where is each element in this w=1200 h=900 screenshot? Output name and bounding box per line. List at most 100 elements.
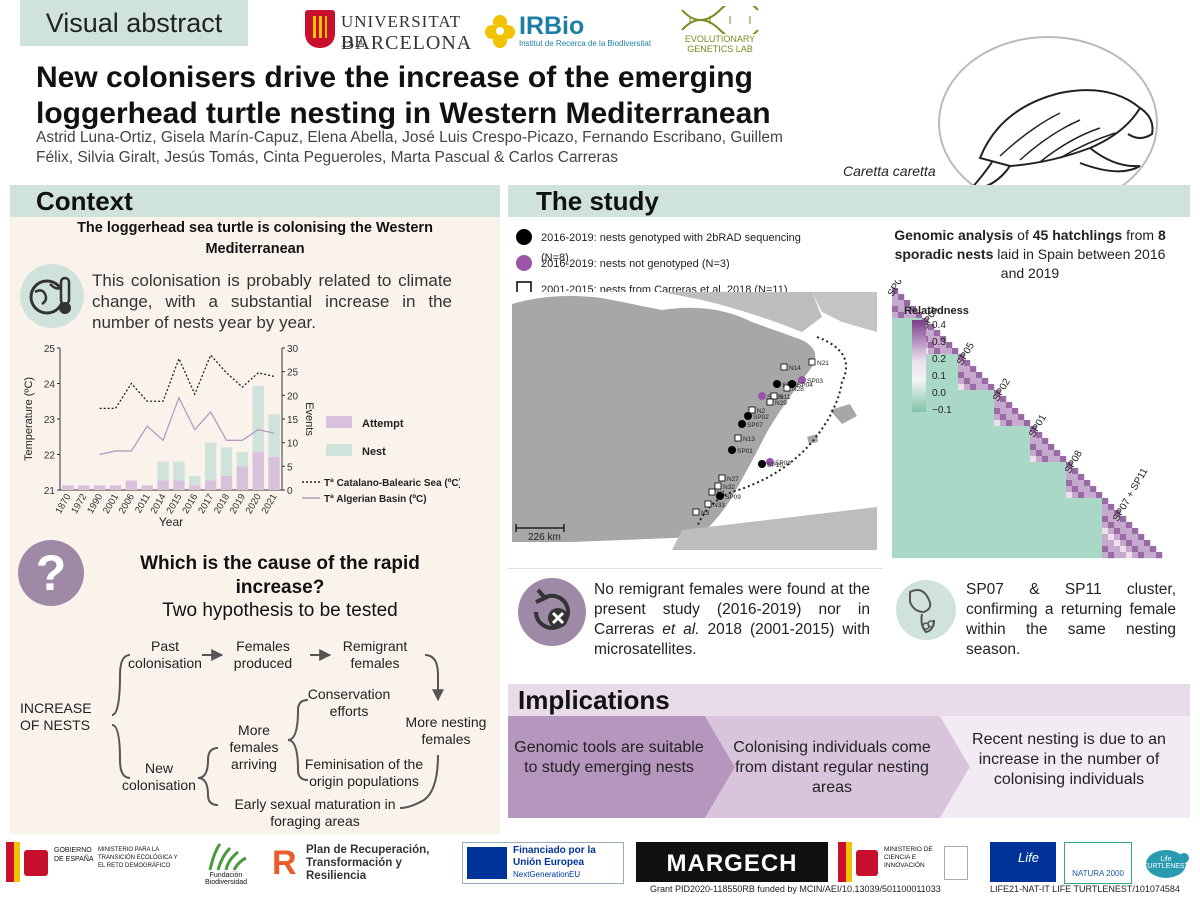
heatmap-cell	[994, 546, 1001, 553]
heatmap-cell	[904, 456, 911, 463]
heatmap-cell	[994, 438, 1001, 445]
heatmap-cell	[994, 420, 1001, 427]
heatmap-cell	[1084, 486, 1091, 493]
heatmap-cell	[1078, 516, 1085, 523]
heatmap-cell	[958, 444, 965, 451]
heatmap-cell	[928, 354, 935, 361]
heatmap-cell	[970, 510, 977, 517]
heatmap-cell	[1018, 540, 1025, 547]
heatmap-cell	[958, 504, 965, 511]
heatmap-cell	[970, 366, 977, 373]
heatmap-cell	[898, 324, 905, 331]
heatmap-cell	[1024, 480, 1031, 487]
life-turtlenest-logo: Life TURTLENEST	[1138, 842, 1194, 882]
heatmap-cell	[898, 498, 905, 505]
question-mark-icon: ?	[18, 540, 84, 606]
heatmap-cell	[958, 546, 965, 553]
heatmap-cell	[898, 384, 905, 391]
heatmap-cell	[940, 348, 947, 355]
heatmap-cell	[1006, 534, 1013, 541]
heatmap-cell	[904, 498, 911, 505]
heatmap-cell	[1018, 444, 1025, 451]
heatmap-cell	[922, 444, 929, 451]
heatmap-cell	[988, 444, 995, 451]
heatmap-cell	[910, 552, 917, 559]
implication-3: Recent nesting is due to an increase in …	[972, 731, 1166, 788]
heatmap-cell	[988, 540, 995, 547]
heatmap-cell	[1018, 456, 1025, 463]
heatmap-cell	[1006, 402, 1013, 409]
heatmap-cell	[1018, 462, 1025, 469]
heatmap-cell	[898, 408, 905, 415]
heatmap-cell	[910, 312, 917, 319]
heatmap-cell	[946, 552, 953, 559]
heatmap-cell	[898, 372, 905, 379]
heatmap-cell	[916, 480, 923, 487]
heatmap-cell	[1012, 480, 1019, 487]
x-tick-label: 2018	[212, 492, 232, 516]
map-marker-label: N29	[775, 400, 787, 407]
heatmap-cell	[1012, 546, 1019, 553]
heatmap-cell	[958, 474, 965, 481]
heatmap-cell	[928, 420, 935, 427]
context-heading: Context	[36, 186, 133, 216]
heatmap-cell	[898, 366, 905, 373]
heatmap-cell	[1042, 450, 1049, 457]
heatmap-cell	[1012, 498, 1019, 505]
ministerio-transicion-text: MINISTERIO PARA LA TRANSICIÓN ECOLÓGICA …	[98, 847, 178, 869]
heatmap-cell	[916, 468, 923, 475]
heatmap-cell	[1048, 516, 1055, 523]
grass-icon	[208, 843, 247, 871]
heatmap-cell	[970, 372, 977, 379]
heatmap-legend-title: Relatedness	[904, 305, 969, 317]
heatmap-cell	[1042, 516, 1049, 523]
heatmap-cell	[1138, 552, 1145, 559]
poster-title: New colonisers drive the increase of the…	[36, 61, 771, 130]
heatmap-cell	[892, 492, 899, 499]
heatmap-cell	[952, 504, 959, 511]
map-marker-square	[780, 363, 788, 371]
flow-increase: INCREASE OF NESTS	[20, 700, 92, 733]
heatmap-cell	[1030, 540, 1037, 547]
heatmap-cell	[1090, 498, 1097, 505]
heatmap-cell	[988, 414, 995, 421]
heatmap-cell	[898, 354, 905, 361]
heatmap-cell	[1042, 540, 1049, 547]
heatmap-cell	[1006, 522, 1013, 529]
genomic-text-bold-3: 8 sporadic nests	[894, 227, 1166, 262]
map-marker-dot	[744, 412, 752, 420]
heatmap-cell	[982, 492, 989, 499]
heatmap-cell	[910, 534, 917, 541]
heatmap-cell	[1006, 498, 1013, 505]
heatmap-cell	[952, 420, 959, 427]
bar-attempt	[109, 485, 122, 490]
heatmap-cell	[940, 516, 947, 523]
heatmap-cell	[898, 546, 905, 553]
turtle-drawing-icon	[967, 89, 1154, 192]
ub-logo-line1: UNIVERSITAT DE	[341, 12, 461, 51]
heatmap-cell	[1084, 546, 1091, 553]
heatmap-cell	[1018, 420, 1025, 427]
heatmap-cell	[1036, 498, 1043, 505]
authors-list: Astrid Luna-Ortiz, Gisela Marín-Capuz, E…	[36, 129, 783, 166]
heatmap-cell	[982, 504, 989, 511]
heatmap-cell	[928, 462, 935, 469]
heatmap-cell	[976, 414, 983, 421]
dna-helix-icon	[681, 6, 759, 34]
heatmap-cell	[1030, 492, 1037, 499]
heatmap-cell	[898, 504, 905, 511]
map-marker-square	[783, 384, 791, 392]
heatmap-cell	[904, 492, 911, 499]
heatmap-cell	[964, 450, 971, 457]
heatmap-cell	[1084, 528, 1091, 535]
heatmap-cell	[1096, 546, 1103, 553]
heatmap-cell	[952, 360, 959, 367]
heatmap-cell	[1012, 516, 1019, 523]
irbio-logo-text: IRBio	[519, 12, 585, 40]
heatmap-cell	[1066, 486, 1073, 493]
heatmap-cell	[1012, 426, 1019, 433]
heatmap-cell	[1006, 468, 1013, 475]
heatmap-cell	[982, 546, 989, 553]
heatmap-cell	[1084, 510, 1091, 517]
heatmap-cell	[982, 444, 989, 451]
